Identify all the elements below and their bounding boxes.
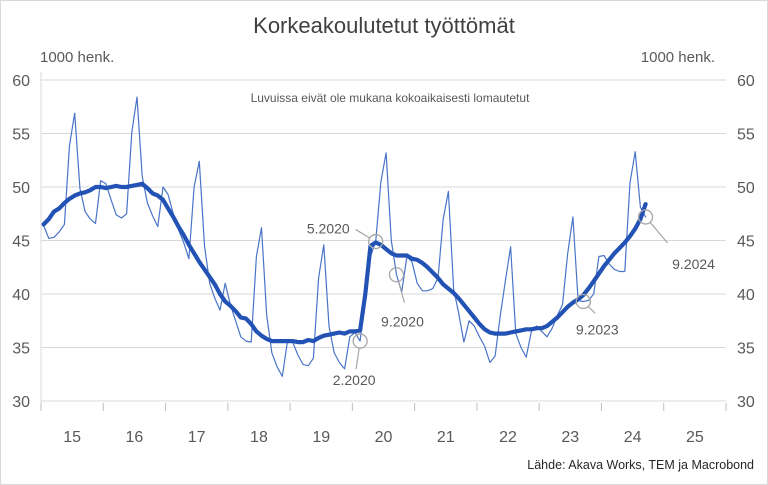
y-tick-label-left: 60 — [12, 73, 30, 90]
y-tick-label-left: 45 — [12, 234, 30, 251]
x-tick-label: 24 — [624, 429, 642, 446]
annotation-marker — [352, 333, 368, 349]
x-tick-label: 25 — [686, 429, 704, 446]
x-tick-label: 19 — [312, 429, 330, 446]
x-tick-label: 23 — [561, 429, 579, 446]
annotation-leader — [355, 347, 360, 370]
series-line-trend — [41, 181, 648, 345]
chart-note: Luvuissa eivät ole mukana kokoaikaisesti… — [251, 91, 530, 105]
y-tick-label-right: 50 — [737, 180, 755, 197]
y-axis-label-right: 1000 henk. — [641, 49, 715, 66]
y-tick-label-left: 35 — [12, 341, 30, 358]
annotation-leader — [355, 229, 371, 239]
y-tick-label-right: 60 — [737, 73, 755, 90]
annotation-marker — [575, 293, 591, 310]
y-axis-label-left: 1000 henk. — [40, 49, 114, 66]
y-tick-label-right: 40 — [737, 287, 755, 304]
chart-title: Korkeakoulutetut työttömät — [253, 13, 515, 38]
y-tick-label-right: 30 — [737, 394, 755, 411]
source-note: Lähde: Akava Works, TEM ja Macrobond — [527, 458, 754, 472]
x-tick-label: 15 — [63, 429, 81, 446]
annotation-marker — [388, 267, 405, 283]
y-tick-label-left: 55 — [12, 127, 30, 144]
annotation-label: 9.2020 — [381, 314, 424, 330]
y-tick-label-right: 45 — [737, 234, 755, 251]
annotation-marker — [368, 233, 384, 250]
x-tick-label: 21 — [437, 429, 455, 446]
annotation-label: 9.2024 — [672, 256, 715, 272]
series-lines — [41, 96, 648, 377]
axes: 30 30 35 35 40 40 45 45 50 50 55 55 60 60 15 16 17 18 19 20… — [12, 72, 755, 446]
annotation-label: 5.2020 — [307, 221, 350, 237]
x-tick-label: 18 — [250, 429, 268, 446]
annotation-label: 9.2023 — [576, 321, 619, 337]
annotation-leader — [587, 306, 596, 314]
y-tick-label-left: 30 — [12, 394, 30, 411]
annotation-leader — [397, 281, 406, 303]
y-tick-label-left: 50 — [12, 180, 30, 197]
x-tick-label: 17 — [188, 429, 206, 446]
gridlines — [41, 79, 726, 402]
x-tick-label: 16 — [126, 429, 144, 446]
annotation-label: 2.2020 — [333, 372, 376, 388]
annotations: 2.2020 5.2020 9.2020 9.2023 9.2024 — [307, 209, 715, 388]
x-tick-label: 22 — [499, 429, 517, 446]
annotation-marker — [637, 209, 654, 225]
y-tick-label-right: 55 — [737, 127, 755, 144]
y-tick-label-right: 35 — [737, 341, 755, 358]
annotation-leader — [649, 221, 669, 244]
x-tick-label: 20 — [375, 429, 393, 446]
y-tick-label-left: 40 — [12, 287, 30, 304]
